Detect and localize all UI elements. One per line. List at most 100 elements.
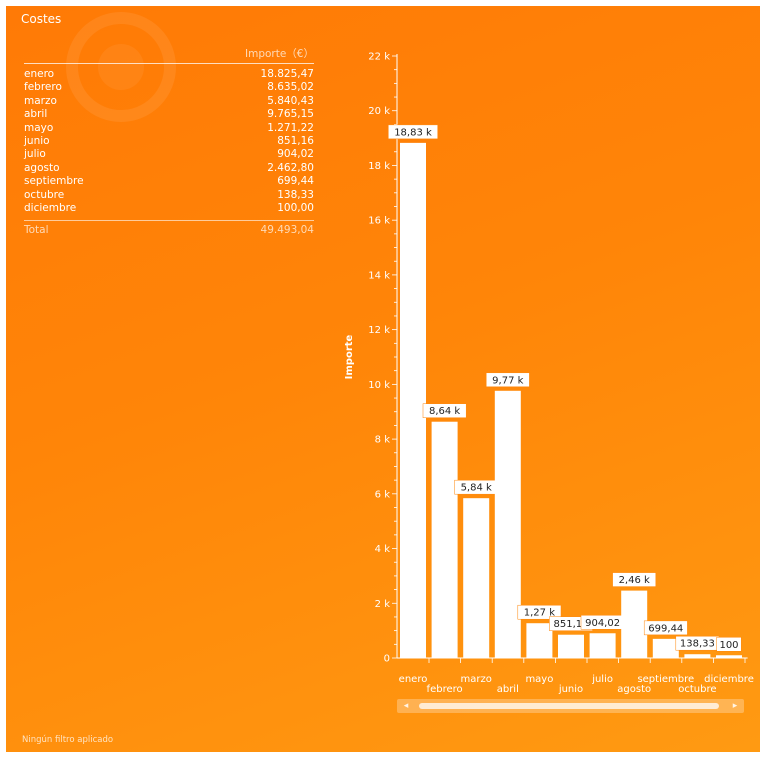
- row-value: 18.825,47: [260, 68, 314, 80]
- data-label: 2,46 k: [619, 575, 650, 586]
- table-row: diciembre 100,00: [24, 202, 314, 215]
- bar: [494, 390, 521, 658]
- bar: [526, 623, 553, 658]
- row-month: junio: [24, 134, 50, 147]
- x-tick-label: marzo: [461, 674, 492, 685]
- bar: [684, 654, 711, 658]
- row-month: agosto: [24, 161, 60, 174]
- table-row: julio 904,02: [24, 148, 314, 161]
- table-row: marzo 5.840,43: [24, 95, 314, 108]
- data-label-box: [485, 372, 530, 388]
- y-tick-label: 14 k: [368, 270, 390, 281]
- table-row: mayo 1.271,22: [24, 122, 314, 135]
- x-tick-label: julio: [591, 674, 613, 685]
- data-label: 18,83 k: [394, 127, 432, 138]
- row-value: 5.840,43: [267, 94, 314, 107]
- table-row: agosto 2.462,80: [24, 162, 314, 175]
- bar: [652, 638, 679, 658]
- x-tick-label: abril: [497, 684, 519, 695]
- table-rows: enero 18.825,47 febrero 8.635,02 marzo 5.840,…: [24, 68, 314, 215]
- y-tick-label: 12 k: [368, 325, 390, 336]
- data-label-box: [422, 403, 467, 418]
- data-label: 851,16: [554, 619, 589, 630]
- row-month: abril: [24, 108, 48, 121]
- filter-status: Ningún filtro aplicado: [22, 735, 114, 745]
- table-row: febrero 8.635,02: [24, 81, 314, 94]
- data-label-box: [517, 604, 562, 620]
- x-tick-label: mayo: [525, 674, 553, 685]
- table-row: junio 851,16: [24, 135, 314, 148]
- y-tick-label: 20 k: [368, 106, 390, 117]
- data-label-box: [612, 572, 657, 587]
- total-row: Total 49.493,04: [24, 220, 314, 236]
- chevron-right-icon[interactable]: ▸: [732, 701, 738, 711]
- total-label: Total: [24, 224, 49, 237]
- data-label-box: [716, 637, 742, 652]
- y-tick-label: 22 k: [368, 52, 390, 63]
- table-row: enero 18.825,47: [24, 68, 314, 81]
- data-label: 8,64 k: [429, 406, 460, 417]
- table-row: septiembre 699,44: [24, 175, 314, 188]
- row-month: julio: [24, 148, 46, 161]
- y-tick-label: 10 k: [368, 380, 390, 391]
- y-tick-label: 0: [384, 654, 390, 665]
- bar: [589, 633, 616, 658]
- row-value: 1.271,22: [267, 121, 314, 134]
- bar: [400, 142, 426, 658]
- data-label: 1,27 k: [524, 608, 555, 619]
- row-value: 851,16: [277, 134, 314, 147]
- data-label: 699,44: [648, 623, 683, 634]
- row-value: 2.462,80: [267, 161, 314, 174]
- y-tick-label: 8 k: [375, 435, 391, 446]
- data-label: 9,77 k: [492, 375, 523, 386]
- row-month: febrero: [24, 81, 62, 94]
- x-tick-label: enero: [399, 674, 428, 685]
- row-month: enero: [24, 68, 55, 80]
- costs-table: Importe（€） enero 18.825,47 febrero 8.635,02…: [24, 46, 314, 236]
- logo-watermark-inner: [98, 44, 144, 90]
- y-tick-label: 6 k: [375, 489, 391, 500]
- chart-scrollbar[interactable]: ◂ ▸: [397, 699, 744, 713]
- total-value: 49.493,04: [260, 224, 314, 237]
- row-value: 699,44: [277, 175, 314, 188]
- row-value: 9.765,15: [267, 108, 314, 121]
- x-tick-label: octubre: [678, 684, 716, 695]
- bar: [431, 421, 458, 658]
- data-label: 904,02: [585, 618, 620, 629]
- row-month: diciembre: [24, 201, 77, 214]
- data-label: 5,84 k: [461, 483, 492, 494]
- row-value: 100,00: [277, 201, 314, 214]
- y-tick-label: 2 k: [375, 599, 391, 610]
- row-month: mayo: [24, 121, 54, 134]
- y-tick-label: 18 k: [368, 161, 390, 172]
- panel-title: Costes: [21, 12, 62, 26]
- row-month: marzo: [24, 94, 57, 107]
- row-month: septiembre: [24, 175, 84, 188]
- x-tick-label: agosto: [617, 684, 651, 695]
- data-label: 100: [719, 640, 738, 651]
- x-tick-label: febrero: [427, 684, 463, 695]
- costes-panel: Costes Importe（€） enero 18.825,47 febrero 8…: [6, 6, 760, 752]
- row-value: 138,33: [277, 188, 314, 201]
- bar: [463, 498, 490, 658]
- table-row: octubre 138,33: [24, 189, 314, 202]
- chevron-left-icon[interactable]: ◂: [403, 701, 409, 711]
- data-label: 138,33: [680, 639, 715, 650]
- bar: [558, 634, 584, 658]
- scrollbar-thumb[interactable]: [419, 703, 719, 709]
- bar: [716, 655, 742, 658]
- table-row: abril 9.765,15: [24, 108, 314, 121]
- y-axis-title: Importe: [344, 334, 355, 379]
- row-value: 904,02: [277, 148, 314, 161]
- x-tick-label: diciembre: [704, 674, 754, 685]
- column-header-importe: Importe（€）: [24, 46, 314, 64]
- y-tick-label: 4 k: [375, 544, 391, 555]
- y-tick-label: 16 k: [368, 216, 390, 227]
- bar: [621, 590, 648, 658]
- row-month: octubre: [24, 188, 65, 201]
- data-label-box: [388, 124, 438, 140]
- row-value: 8.635,02: [267, 81, 314, 94]
- x-tick-label: septiembre: [637, 674, 694, 685]
- data-label-box: [643, 620, 688, 636]
